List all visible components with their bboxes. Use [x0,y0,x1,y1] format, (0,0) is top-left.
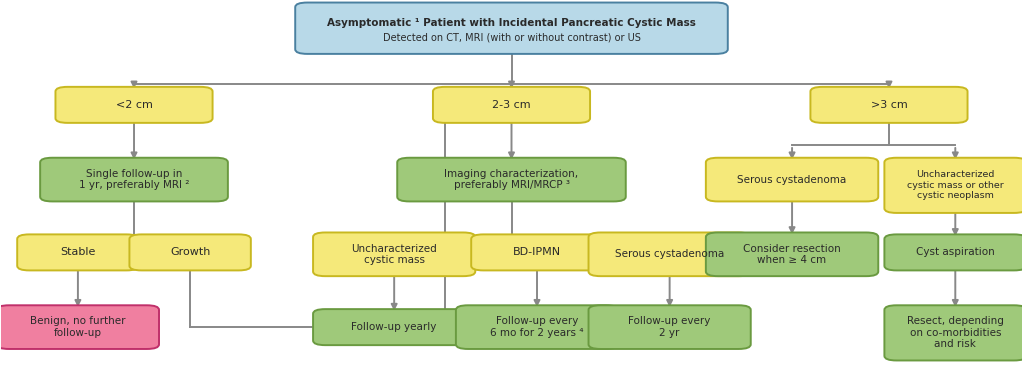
Text: Resect, depending
on co-morbidities
and risk: Resect, depending on co-morbidities and … [906,316,1004,349]
FancyBboxPatch shape [885,234,1023,271]
Text: Asymptomatic ¹ Patient with Incidental Pancreatic Cystic Mass: Asymptomatic ¹ Patient with Incidental P… [327,18,696,28]
FancyBboxPatch shape [296,3,727,54]
Text: Single follow-up in
1 yr, preferably MRI ²: Single follow-up in 1 yr, preferably MRI… [79,169,189,190]
Text: Uncharacterized
cystic mass or other
cystic neoplasm: Uncharacterized cystic mass or other cys… [907,171,1004,200]
Text: Serous cystadenoma: Serous cystadenoma [738,174,847,185]
Text: BD-IPMN: BD-IPMN [513,247,561,257]
FancyBboxPatch shape [0,305,159,349]
FancyBboxPatch shape [706,232,879,276]
Text: Follow-up every
2 yr: Follow-up every 2 yr [628,317,711,338]
Text: Serous cystadenoma: Serous cystadenoma [615,249,724,259]
FancyBboxPatch shape [885,305,1023,361]
Text: Follow-up yearly: Follow-up yearly [352,322,437,332]
FancyBboxPatch shape [40,158,228,201]
FancyBboxPatch shape [706,158,879,201]
FancyBboxPatch shape [313,309,476,345]
Text: Follow-up every
6 mo for 2 years ⁴: Follow-up every 6 mo for 2 years ⁴ [490,317,584,338]
FancyBboxPatch shape [55,87,213,123]
FancyBboxPatch shape [472,234,603,271]
Text: Imaging characterization,
preferably MRI/MRCP ³: Imaging characterization, preferably MRI… [444,169,579,190]
Text: Consider resection
when ≥ 4 cm: Consider resection when ≥ 4 cm [743,244,841,265]
Text: Uncharacterized
cystic mass: Uncharacterized cystic mass [351,244,437,265]
Text: 2-3 cm: 2-3 cm [492,100,531,110]
Text: Benign, no further
follow-up: Benign, no further follow-up [30,317,126,338]
Text: Growth: Growth [170,247,211,257]
FancyBboxPatch shape [588,305,751,349]
FancyBboxPatch shape [17,234,138,271]
FancyBboxPatch shape [313,232,476,276]
FancyBboxPatch shape [885,158,1023,213]
FancyBboxPatch shape [130,234,251,271]
Text: Stable: Stable [60,247,95,257]
FancyBboxPatch shape [433,87,590,123]
FancyBboxPatch shape [397,158,626,201]
Text: >3 cm: >3 cm [871,100,907,110]
FancyBboxPatch shape [810,87,968,123]
FancyBboxPatch shape [588,232,751,276]
Text: Detected on CT, MRI (with or without contrast) or US: Detected on CT, MRI (with or without con… [383,32,640,42]
Text: <2 cm: <2 cm [116,100,152,110]
FancyBboxPatch shape [456,305,618,349]
Text: Cyst aspiration: Cyst aspiration [916,247,994,257]
